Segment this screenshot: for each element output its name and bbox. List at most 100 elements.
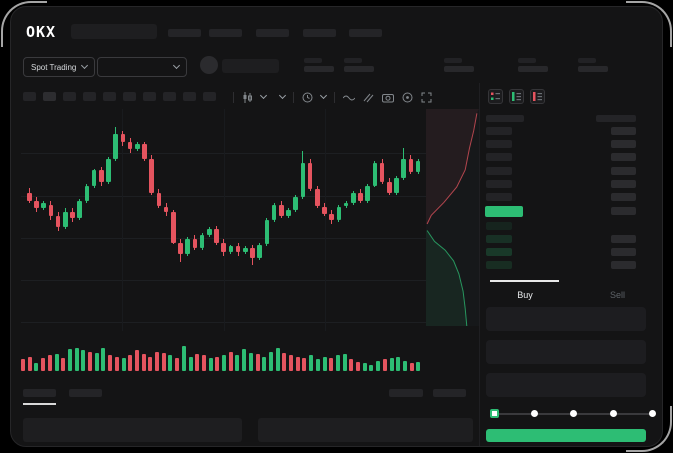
nav-item-placeholder[interactable] xyxy=(168,29,201,37)
ask-price-placeholder[interactable] xyxy=(486,127,512,135)
candlestick-chart[interactable] xyxy=(21,109,426,331)
ticker-value-placeholder xyxy=(578,66,608,72)
trade-input-placeholder[interactable] xyxy=(486,340,646,364)
candle-body xyxy=(70,212,75,218)
pair-name-placeholder xyxy=(222,59,279,73)
volume-bar xyxy=(282,352,287,371)
slider-stop[interactable] xyxy=(609,410,617,417)
orderbook-last-price[interactable] xyxy=(485,206,523,217)
ask-price-placeholder[interactable] xyxy=(486,179,512,188)
bid-price-placeholder[interactable] xyxy=(486,222,512,230)
slider-stop[interactable] xyxy=(570,410,577,417)
orderbook-amount-header-placeholder xyxy=(596,115,636,122)
ask-price-placeholder[interactable] xyxy=(486,193,512,201)
candle-body xyxy=(185,238,190,254)
depth-chart[interactable] xyxy=(426,109,479,326)
ticker-value-placeholder xyxy=(444,66,474,72)
volume-bar xyxy=(81,350,86,371)
slider-stop[interactable] xyxy=(649,410,656,417)
clock-icon xyxy=(302,92,313,102)
tab-sell[interactable]: Sell xyxy=(571,287,662,303)
candle-body xyxy=(142,143,147,159)
interval-button-placeholder[interactable] xyxy=(123,92,136,101)
interval-button-placeholder[interactable] xyxy=(163,92,176,101)
orders-tab-placeholder[interactable] xyxy=(23,389,56,397)
trade-input-placeholder[interactable] xyxy=(486,307,646,331)
ask-price-placeholder[interactable] xyxy=(486,153,512,162)
nav-item-placeholder[interactable] xyxy=(209,29,242,37)
volume-bar xyxy=(356,361,360,371)
chevron-down-icon[interactable] xyxy=(278,91,287,100)
volume-bar xyxy=(155,351,159,371)
orderbook-view-combined-icon[interactable] xyxy=(488,89,503,104)
interval-button-placeholder[interactable] xyxy=(63,92,76,101)
volume-bar xyxy=(322,356,327,371)
volume-bar xyxy=(409,363,414,371)
volume-bar xyxy=(402,360,407,371)
bottom-action-placeholder[interactable] xyxy=(389,389,423,397)
pair-select[interactable] xyxy=(97,57,187,77)
market-type-select[interactable]: Spot Trading xyxy=(23,57,96,77)
buy-submit-button[interactable] xyxy=(486,429,646,442)
bid-price-placeholder[interactable] xyxy=(486,261,512,269)
interval-button-placeholder[interactable] xyxy=(43,92,56,101)
bottom-action-placeholder[interactable] xyxy=(433,389,466,397)
ticker-label-placeholder xyxy=(344,58,362,63)
orderbook-view-bids-icon[interactable] xyxy=(509,89,524,104)
candle-body xyxy=(415,160,421,173)
bid-price-placeholder[interactable] xyxy=(486,248,512,256)
volume-bar xyxy=(114,356,119,371)
trade-form-inputs xyxy=(486,307,646,403)
candle-body xyxy=(372,162,378,186)
divider xyxy=(334,91,335,103)
nav-placeholders xyxy=(11,27,662,37)
nav-item-placeholder[interactable] xyxy=(256,29,289,37)
candle-body xyxy=(408,159,414,173)
okx-logo[interactable]: OKX xyxy=(26,23,57,41)
ask-price-placeholder[interactable] xyxy=(486,166,512,175)
nav-item-placeholder[interactable] xyxy=(303,29,336,37)
candle-body xyxy=(307,162,313,190)
volume-bar xyxy=(188,356,193,371)
candle-body xyxy=(257,244,262,258)
ask-price-placeholder[interactable] xyxy=(486,140,512,149)
camera-icon[interactable] xyxy=(382,92,394,103)
candle-body xyxy=(149,159,154,194)
candle-body xyxy=(264,219,270,245)
indicator-wave-icon[interactable] xyxy=(343,92,355,103)
volume-bar xyxy=(235,355,240,371)
bid-price-placeholder[interactable] xyxy=(486,235,512,243)
volume-bar xyxy=(342,354,347,371)
interval-button-placeholder[interactable] xyxy=(83,92,96,101)
nav-item-placeholder[interactable] xyxy=(349,29,382,37)
compare-lines-icon[interactable] xyxy=(363,92,374,103)
amount-slider[interactable] xyxy=(490,405,656,423)
candle-body xyxy=(156,193,162,207)
history-tab-placeholder[interactable] xyxy=(69,389,102,397)
volume-bar xyxy=(195,354,200,371)
candle-body xyxy=(322,206,327,215)
trade-input-placeholder[interactable] xyxy=(486,373,646,397)
interval-button-placeholder[interactable] xyxy=(23,92,36,101)
interval-button-placeholder[interactable] xyxy=(103,92,116,101)
volume-bar xyxy=(382,359,387,371)
interval-button-placeholder[interactable] xyxy=(143,92,156,101)
candle-body xyxy=(315,189,320,207)
tab-buy[interactable]: Buy xyxy=(479,287,571,303)
volume-bar xyxy=(161,352,166,371)
bid-amount-placeholder xyxy=(611,248,636,256)
search-placeholder[interactable] xyxy=(71,24,157,39)
gridline-vertical xyxy=(122,109,124,331)
interval-button-placeholder[interactable] xyxy=(183,92,196,101)
orderbook-view-asks-icon[interactable] xyxy=(530,89,545,104)
settings-circle-icon[interactable] xyxy=(402,92,413,103)
slider-handle[interactable] xyxy=(490,409,499,418)
slider-stop[interactable] xyxy=(530,410,538,417)
candle-style-button[interactable] xyxy=(242,91,268,103)
volume-bar xyxy=(128,355,133,371)
volume-bar xyxy=(27,356,32,371)
overlay-button[interactable] xyxy=(302,91,328,103)
fullscreen-icon[interactable] xyxy=(421,92,432,103)
interval-button-placeholder[interactable] xyxy=(203,92,216,101)
volume-bar xyxy=(268,351,273,371)
